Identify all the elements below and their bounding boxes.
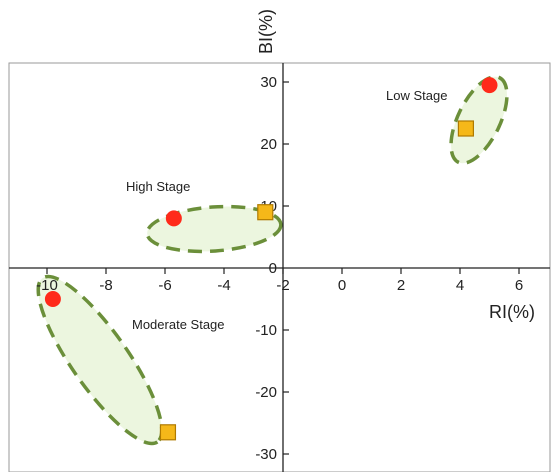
x-tick-label: 0 (338, 277, 346, 294)
annotations: Low Stage High Stage Moderate Stage (126, 88, 447, 332)
group-ellipses (36, 75, 509, 446)
x-axis-title: RI(%) (489, 302, 535, 322)
annotation-moderate-stage: Moderate Stage (132, 317, 225, 332)
y-axis-title: BI(%) (256, 9, 276, 54)
x-tick-label: -8 (99, 277, 112, 294)
data-point-circle (165, 210, 182, 227)
x-tick-label: -6 (158, 277, 171, 294)
data-point-square (457, 120, 474, 137)
y-tick-label: -10 (255, 322, 277, 339)
annotation-low-stage: Low Stage (386, 88, 447, 103)
y-tick-label: -20 (255, 384, 277, 401)
annotation-high-stage: High Stage (126, 179, 190, 194)
data-point-square (159, 424, 177, 441)
data-point-circle (44, 291, 61, 307)
x-tick-label: 2 (397, 277, 405, 294)
y-tick-label: 30 (260, 74, 277, 91)
group-ellipse-low-stage (449, 75, 509, 165)
data-points (44, 77, 498, 441)
x-tick-label: -2 (276, 277, 289, 294)
x-tick-label: -4 (217, 277, 230, 294)
group-ellipse-moderate-stage (36, 274, 164, 446)
x-tick-label: 6 (515, 277, 523, 294)
y-tick-label: 20 (260, 136, 277, 153)
x-tick-label: -10 (36, 277, 58, 294)
data-point-square (257, 204, 274, 221)
origin-label: 0 (269, 260, 277, 277)
y-tick-label: -30 (255, 446, 277, 463)
x-tick-label: 4 (456, 277, 464, 294)
data-point-circle (481, 77, 498, 94)
